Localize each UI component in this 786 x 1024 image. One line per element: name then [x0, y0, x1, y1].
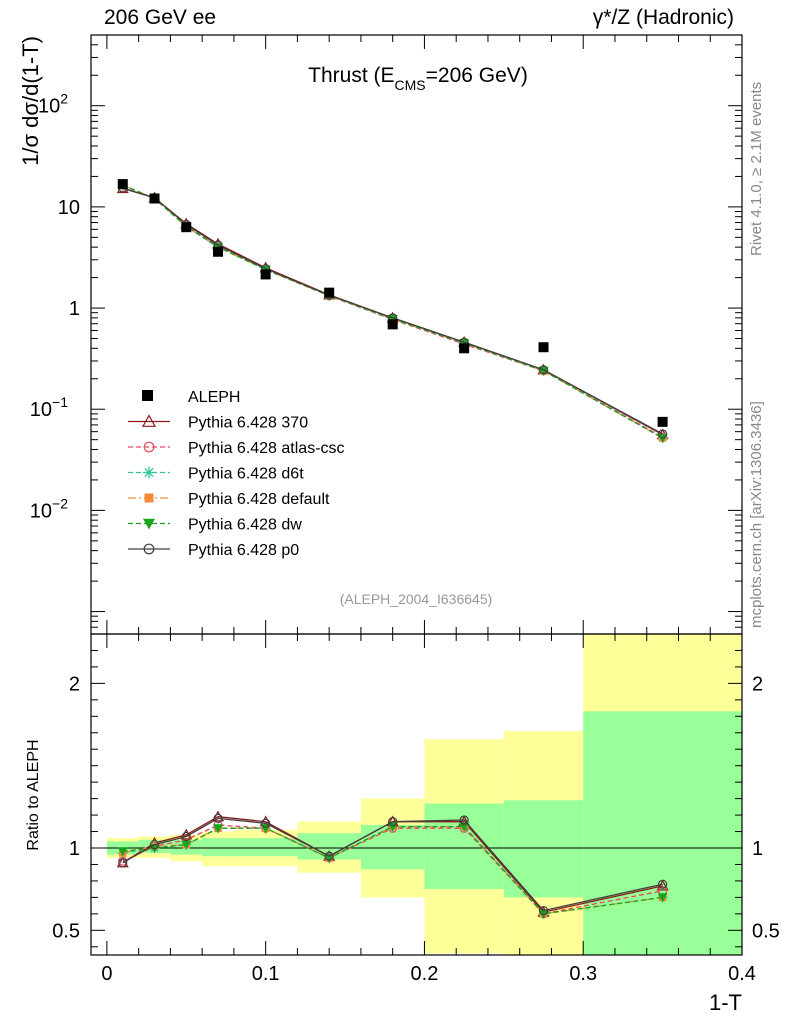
data-point-aleph: [181, 222, 192, 233]
marker-circle: [143, 543, 155, 555]
marker-square: [144, 493, 154, 503]
data-point-aleph: [538, 342, 549, 353]
marker-circle: [538, 905, 549, 916]
x-tick-label: 0.2: [411, 963, 439, 985]
marker-circle: [658, 429, 668, 439]
y-tick-exponent: 2: [60, 91, 68, 107]
marker-circle: [658, 879, 668, 889]
marker-circle: [459, 815, 469, 825]
plot-title-tail: =206 GeV): [426, 64, 528, 87]
marker-triangle-down: [324, 853, 335, 863]
ratio-axis-label: Ratio to ALEPH: [25, 739, 42, 850]
legend-label-aleph: ALEPH: [188, 389, 240, 406]
ratio-band-inner: [583, 711, 742, 955]
ratio-tick-label-right: 2: [752, 673, 763, 695]
legend-label: Pythia 6.428 dw: [188, 517, 302, 534]
ratio-band-inner: [360, 824, 425, 870]
legend-label: Pythia 6.428 atlas-csc: [188, 440, 345, 457]
y-tick-base: 10: [30, 399, 52, 421]
y-tick-label: 10−2: [30, 495, 68, 522]
plot-frames: [90, 34, 743, 956]
series-line-main: [122, 184, 663, 439]
ratio-tick-label-left: 2: [69, 673, 80, 695]
plot-title-sub: CMS: [395, 77, 426, 93]
y-tick-label: 10: [58, 197, 80, 219]
legend-label: Pythia 6.428 p0: [188, 542, 299, 559]
series-lines: [116, 179, 669, 919]
x-tick-label: 0.4: [728, 963, 756, 985]
x-tick-label: 0.1: [252, 963, 280, 985]
series-line-ratio: [122, 817, 663, 912]
ratio-frame: [90, 633, 743, 956]
ratio-band-inner: [202, 838, 234, 857]
y-tick-label: 1: [69, 298, 80, 320]
series-line-ratio: [122, 816, 663, 913]
data-point-aleph: [459, 343, 470, 354]
data-point-aleph: [260, 269, 271, 280]
marker-triangle-down: [181, 840, 192, 850]
y-tick-exponent: −2: [52, 495, 68, 511]
y-tick-label: 10−1: [30, 394, 68, 421]
y-tick-base: 10: [30, 500, 52, 522]
y-tick-exponent: −1: [52, 394, 68, 410]
marker-triangle-down: [117, 847, 128, 857]
ratio-band-inner: [233, 838, 298, 857]
data-point-aleph: [387, 319, 398, 330]
y-tick-label: 102: [38, 91, 68, 118]
x-axis-label: 1-T: [709, 990, 742, 1015]
marker-triangle: [141, 414, 157, 427]
marker-circle: [388, 817, 398, 827]
ratio-tick-label-left: 1: [69, 838, 80, 860]
data-point-aleph: [657, 416, 668, 427]
series-line-main: [122, 187, 663, 435]
x-tick-label: 0.3: [569, 963, 597, 985]
data-point-aleph: [117, 179, 128, 190]
plot-title: Thrust (ECMS=206 GeV): [308, 64, 528, 93]
marker-triangle-down: [213, 824, 224, 834]
legend: ALEPH Pythia 6.428 370 Pythia 6.428 atlas-…: [128, 389, 345, 559]
y-tick-base: 10: [38, 96, 60, 118]
data-point-aleph: [149, 193, 160, 204]
marker-circle: [149, 840, 160, 850]
y-tick-base: 1: [69, 298, 80, 320]
marker-triangle-down: [143, 518, 155, 530]
marker-circle: [538, 365, 549, 375]
header-right-prefix: γ*/Z: [592, 6, 631, 29]
y-tick-base: 10: [58, 197, 80, 219]
header-left: 206 GeV ee: [104, 6, 217, 29]
axis-ticks: [91, 34, 743, 955]
legend-label: Pythia 6.428 d6t: [188, 466, 304, 483]
data-point-aleph: [324, 287, 335, 298]
marker-star: [143, 466, 155, 479]
y-axis-label: 1/σ dσ/d(1-T): [18, 36, 43, 166]
ratio-tick-label-right: 1: [752, 838, 763, 860]
ratio-tick-label-right: 0.5: [752, 920, 780, 942]
legend-label: Pythia 6.428 default: [188, 491, 330, 508]
marker-circle: [143, 441, 155, 453]
marker-circle: [261, 818, 271, 828]
series-line-ratio: [122, 825, 663, 915]
legend-marker-aleph: [142, 390, 153, 401]
x-tick-label: 0: [101, 963, 112, 985]
ratio-bands: [91, 634, 742, 955]
plot-title-main: Thrust (E: [308, 64, 394, 87]
marker-triangle-down: [459, 822, 470, 832]
marker-circle: [324, 851, 334, 861]
data-point-aleph: [213, 246, 224, 257]
marker-circle: [181, 831, 191, 842]
marker-circle: [213, 813, 223, 823]
header-right-text: (Hadronic): [635, 6, 734, 29]
legend-label: Pythia 6.428 370: [188, 415, 308, 432]
marker-circle: [118, 858, 128, 868]
ratio-tick-label-left: 0.5: [52, 920, 80, 942]
analysis-watermark: (ALEPH_2004_I636645): [340, 591, 493, 607]
marker-triangle-down: [657, 893, 668, 903]
header-right: γ*/Z (Hadronic): [593, 6, 734, 30]
marker-triangle: [180, 828, 193, 840]
